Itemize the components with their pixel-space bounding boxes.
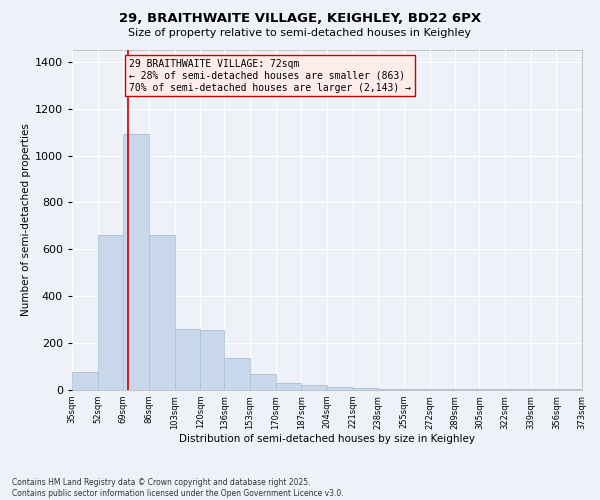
Bar — [301, 386, 327, 390]
Bar — [479, 389, 505, 390]
Bar — [124, 134, 149, 390]
Bar — [455, 389, 479, 390]
Bar — [224, 358, 250, 390]
Bar — [149, 235, 175, 390]
Bar — [72, 372, 98, 390]
Bar — [175, 329, 200, 390]
Bar — [353, 388, 379, 390]
Bar — [430, 389, 455, 390]
Bar — [98, 235, 124, 390]
Bar — [404, 389, 430, 390]
Text: 29, BRAITHWAITE VILLAGE, KEIGHLEY, BD22 6PX: 29, BRAITHWAITE VILLAGE, KEIGHLEY, BD22 … — [119, 12, 481, 26]
Bar — [455, 389, 479, 390]
Bar — [200, 330, 224, 390]
Bar — [301, 386, 327, 390]
Bar — [530, 389, 556, 390]
Bar — [327, 387, 353, 390]
Text: Size of property relative to semi-detached houses in Keighley: Size of property relative to semi-detach… — [128, 28, 472, 38]
Bar — [250, 374, 275, 390]
Bar — [327, 387, 353, 390]
Bar — [275, 383, 301, 390]
Bar — [72, 372, 98, 390]
Bar — [98, 235, 124, 390]
Bar — [124, 134, 149, 390]
Bar — [505, 389, 530, 390]
Bar — [505, 389, 530, 390]
Bar — [479, 389, 505, 390]
Bar — [149, 235, 175, 390]
Bar — [175, 329, 200, 390]
Bar — [250, 374, 275, 390]
X-axis label: Distribution of semi-detached houses by size in Keighley: Distribution of semi-detached houses by … — [179, 434, 475, 444]
Text: 29 BRAITHWAITE VILLAGE: 72sqm
← 28% of semi-detached houses are smaller (863)
70: 29 BRAITHWAITE VILLAGE: 72sqm ← 28% of s… — [130, 60, 412, 92]
Bar — [379, 389, 404, 390]
Bar — [430, 389, 455, 390]
Bar — [379, 389, 404, 390]
Bar — [275, 383, 301, 390]
Bar — [404, 389, 430, 390]
Text: Contains HM Land Registry data © Crown copyright and database right 2025.
Contai: Contains HM Land Registry data © Crown c… — [12, 478, 344, 498]
Bar — [353, 388, 379, 390]
Y-axis label: Number of semi-detached properties: Number of semi-detached properties — [20, 124, 31, 316]
Bar — [200, 330, 224, 390]
Bar — [224, 358, 250, 390]
Bar — [530, 389, 556, 390]
